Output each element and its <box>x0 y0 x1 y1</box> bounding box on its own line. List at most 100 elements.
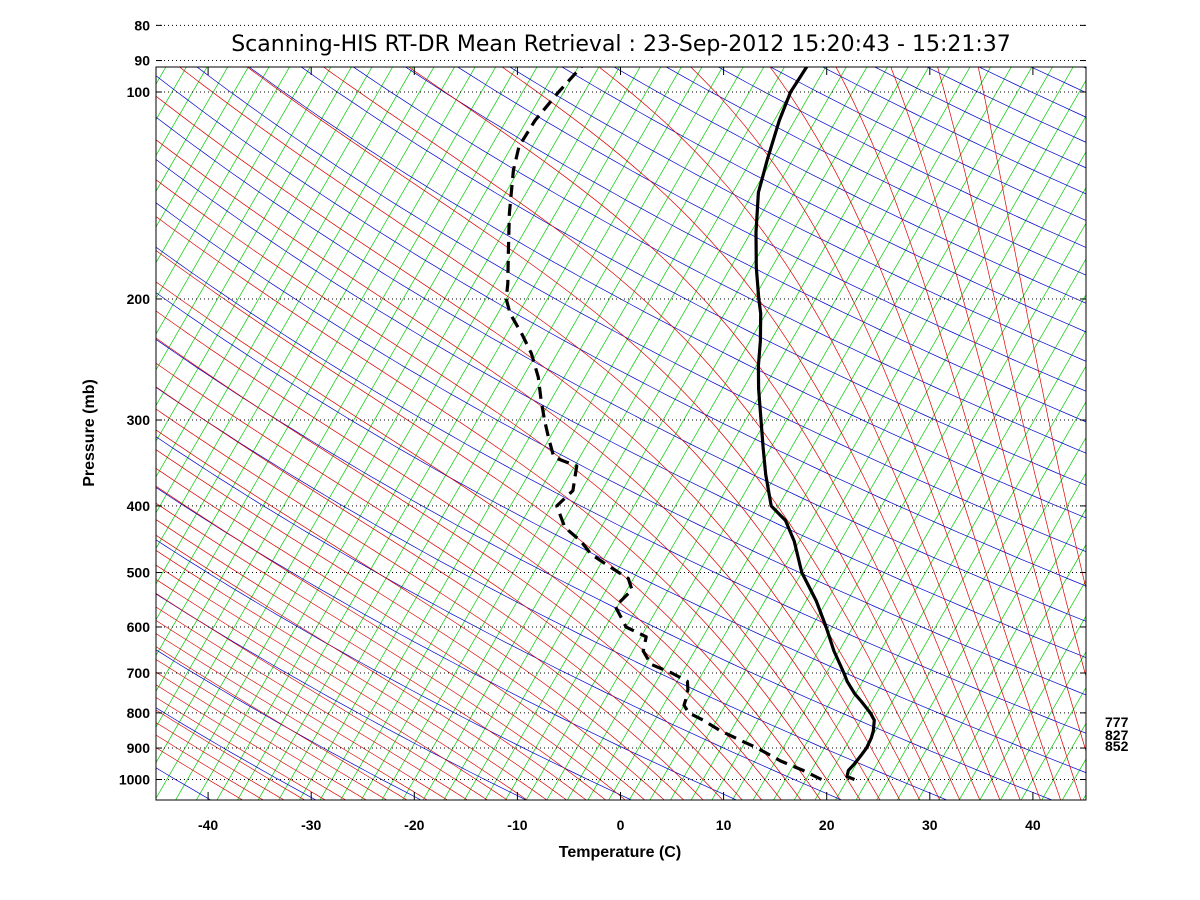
isotherm-line <box>257 67 682 800</box>
isotherm-line <box>443 67 868 800</box>
x-tick-label: -30 <box>301 817 321 833</box>
y-tick-label: 700 <box>127 665 151 681</box>
dry-adiabat-line <box>156 246 1086 734</box>
moist-adiabat-line <box>156 620 448 800</box>
moist-adiabat-line <box>156 659 388 800</box>
moist-adiabat-line <box>156 337 763 800</box>
dry-adiabat-line <box>156 338 1053 800</box>
moist-adiabat-line <box>156 179 861 800</box>
isotherm-line <box>773 258 1086 800</box>
isotherm-line <box>484 67 909 800</box>
x-tick-label: 0 <box>617 817 625 833</box>
moist-adiabat-line <box>246 67 941 800</box>
dewpoint-profile-line <box>504 67 823 781</box>
isotherm-line <box>505 67 930 800</box>
x-axis-ticks: -40 -30 -20 -10 0 10 20 30 40 <box>198 67 1041 833</box>
x-axis-label: Temperature (C) <box>559 844 681 861</box>
y-axis-label: Pressure (mb) <box>81 379 98 487</box>
isotherm-line <box>649 67 1074 800</box>
moist-adiabat-line <box>156 386 724 800</box>
moist-adiabat-line <box>156 408 704 800</box>
moist-adiabat-line <box>156 592 488 800</box>
isotherm-line <box>752 222 1086 800</box>
moist-adiabat-line <box>156 722 285 800</box>
x-tick-label: -20 <box>404 817 424 833</box>
dry-adiabat-line <box>156 487 738 800</box>
dry-adiabat-line <box>156 386 948 800</box>
moist-adiabat-line <box>156 606 468 800</box>
moist-adiabat-line <box>156 564 528 800</box>
dry-adiabat-line <box>248 67 1086 519</box>
y-tick-label: 1000 <box>119 772 150 788</box>
isotherm-line <box>711 151 1086 800</box>
dry-adiabat-line <box>156 159 1086 659</box>
chart-title: Scanning-HIS RT-DR Mean Retrieval : 23-S… <box>231 32 1011 57</box>
dry-adiabat-line <box>404 67 1086 423</box>
dry-adiabat-line <box>156 539 633 800</box>
isotherm-line <box>690 115 1086 800</box>
isotherm-line <box>402 67 827 800</box>
moist-adiabat-line <box>156 485 626 800</box>
isotherm-line <box>175 67 600 800</box>
dry-adiabat-line <box>196 67 1086 552</box>
isotherm-line <box>156 67 455 585</box>
isotherm-line <box>917 508 1086 800</box>
isotherm-line <box>340 67 765 800</box>
moist-adiabat-line <box>156 429 685 800</box>
isotherm-line <box>567 67 992 800</box>
moist-adiabat-line <box>156 95 901 800</box>
moist-adiabat-line <box>769 67 1061 800</box>
moist-adiabat-line <box>156 578 508 800</box>
x-tick-label: 10 <box>716 817 732 833</box>
isotherm-line <box>979 615 1086 800</box>
isotherm-line <box>156 67 414 514</box>
y-tick-label: 800 <box>127 705 151 721</box>
isotherm-line <box>156 67 538 728</box>
moist-adiabat-line <box>178 67 921 800</box>
x-tick-label: -10 <box>507 817 527 833</box>
isotherm-line <box>156 67 352 407</box>
moist-adiabat-line <box>156 250 822 800</box>
side-level-label: 852 <box>1105 738 1129 754</box>
isotherm-line <box>156 67 579 800</box>
side-level-label: 827 <box>1105 727 1129 743</box>
isotherm-line <box>381 67 806 800</box>
x-tick-label: 30 <box>922 817 938 833</box>
moist-adiabat-line <box>156 362 743 800</box>
moist-adiabat-line <box>598 67 1021 800</box>
isotherm-line <box>835 365 1086 800</box>
isotherm-line <box>793 293 1086 800</box>
y-tick-label: 600 <box>127 619 151 635</box>
sounding-series <box>504 67 876 781</box>
isotherm-line <box>896 472 1086 800</box>
y-tick-label: 80 <box>134 17 150 33</box>
moist-adiabat-line <box>156 310 782 800</box>
dry-adiabat-line <box>156 593 527 800</box>
dry-adiabat-line <box>156 202 1086 696</box>
isotherm-line <box>670 79 1086 800</box>
isotherm-line <box>156 67 517 692</box>
moist-adiabat-line <box>977 67 1086 591</box>
isotherm-line <box>546 67 971 800</box>
dry-adiabat-line <box>300 67 1086 486</box>
moist-adiabat-line <box>156 684 347 800</box>
isotherm-line <box>876 436 1086 800</box>
x-tick-label: -40 <box>198 817 218 833</box>
moist-adiabat-line <box>156 139 881 800</box>
moist-adiabat-line <box>156 467 646 800</box>
moist-adiabat-line <box>156 549 548 800</box>
isotherm-line <box>855 401 1086 800</box>
moist-adiabat-line <box>937 67 1086 678</box>
isotherm-line <box>156 67 394 478</box>
isotherm-line <box>156 67 497 657</box>
isotherm-line <box>422 67 847 800</box>
isotherm-line <box>156 67 476 621</box>
moist-adiabat-line <box>156 734 264 800</box>
dry-adiabat-line <box>156 436 843 800</box>
moist-adiabat-line <box>156 502 607 800</box>
moist-adiabat-line <box>156 709 306 800</box>
moist-adiabat-line <box>501 67 1001 800</box>
y-tick-label: 500 <box>127 565 151 581</box>
moist-adiabat-line <box>156 449 665 800</box>
